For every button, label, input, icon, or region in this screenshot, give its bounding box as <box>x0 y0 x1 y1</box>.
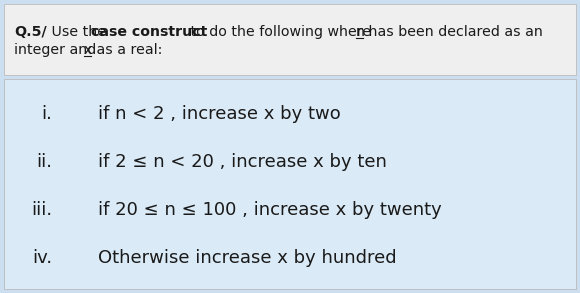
Text: i.: i. <box>41 105 52 123</box>
Text: ii.: ii. <box>36 153 52 171</box>
Text: Use the: Use the <box>47 25 111 39</box>
Text: iv.: iv. <box>32 249 52 267</box>
Text: if n < 2 , increase x by two: if n < 2 , increase x by two <box>98 105 341 123</box>
Text: as a real:: as a real: <box>92 43 162 57</box>
FancyBboxPatch shape <box>4 79 576 289</box>
Text: x: x <box>84 43 92 57</box>
Text: if 2 ≤ n < 20 , increase x by ten: if 2 ≤ n < 20 , increase x by ten <box>98 153 387 171</box>
FancyBboxPatch shape <box>4 4 576 75</box>
Text: Otherwise increase x by hundred: Otherwise increase x by hundred <box>98 249 397 267</box>
Text: if 20 ≤ n ≤ 100 , increase x by twenty: if 20 ≤ n ≤ 100 , increase x by twenty <box>98 201 442 219</box>
Text: iii.: iii. <box>31 201 52 219</box>
Text: case construct: case construct <box>91 25 208 39</box>
Text: to do the following where: to do the following where <box>186 25 376 39</box>
Text: has been declared as an: has been declared as an <box>364 25 543 39</box>
Text: Q.5/: Q.5/ <box>14 25 46 39</box>
Text: n: n <box>356 25 365 39</box>
Text: integer and: integer and <box>14 43 101 57</box>
